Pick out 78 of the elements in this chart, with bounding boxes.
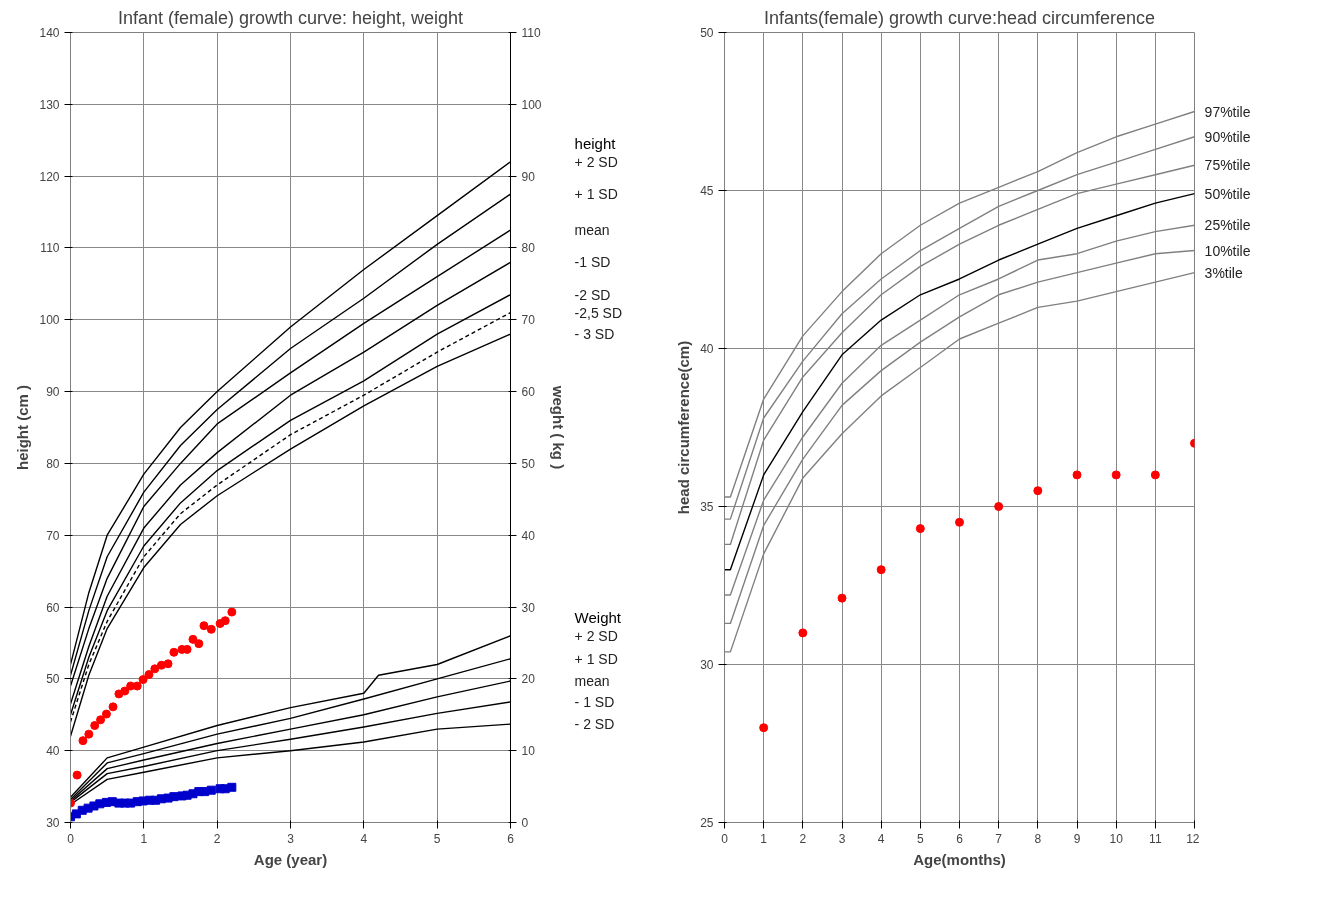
y-tick-label: 40 — [46, 744, 60, 759]
y2-tick-label: 90 — [521, 169, 536, 184]
x-tick-label: 9 — [1073, 831, 1081, 846]
y2-tick-label: 110 — [521, 26, 541, 40]
x-tick-label: 6 — [507, 831, 515, 846]
x-tick-label: 7 — [995, 831, 1003, 846]
x-tick-label: 4 — [360, 831, 368, 846]
x-tick-label: 5 — [433, 831, 441, 846]
y2-tick-label: 0 — [521, 816, 529, 830]
x-tick-label: 6 — [956, 831, 964, 846]
text: + 1 SD — [574, 186, 618, 203]
x-tick-label: 5 — [917, 831, 924, 846]
x-tick-label: 11 — [1149, 831, 1162, 846]
y-tick-label: 140 — [39, 26, 60, 40]
series-label: 50%tile — [1204, 185, 1251, 202]
text: + 1 SD — [574, 650, 618, 667]
y-tick-label: 80 — [46, 456, 60, 471]
text: mean — [574, 673, 610, 690]
x-tick-label: 8 — [1034, 831, 1042, 846]
x-tick-label: 4 — [877, 831, 885, 846]
series-label: 3%tile — [1204, 264, 1243, 281]
y2-tick-label: 80 — [521, 241, 536, 256]
y2-tick-label: 60 — [521, 385, 536, 400]
y2-tick-label: 40 — [521, 528, 536, 543]
text: + 2 SD — [574, 627, 618, 644]
y-tick-label: 50 — [46, 672, 60, 687]
y-tick-label: 30 — [700, 658, 714, 672]
text: -2 SD — [574, 286, 611, 303]
y-axis-title: head circumference(cm) — [675, 340, 693, 515]
text: mean — [574, 222, 610, 238]
x-tick-label: 0 — [67, 831, 75, 846]
y-tick-label: 60 — [46, 600, 60, 615]
y2-tick-label: 50 — [521, 456, 536, 471]
y2-tick-label: 100 — [521, 97, 542, 112]
x-tick-label: 12 — [1186, 831, 1200, 846]
x-tick-label: 3 — [838, 831, 846, 846]
text: - 3 SD — [574, 326, 615, 343]
y-tick-label: 130 — [39, 97, 60, 112]
x-tick-label: 0 — [721, 831, 729, 846]
y-axis-title: height (cm ) — [14, 385, 32, 470]
x-tick-label: 1 — [760, 831, 768, 846]
text: + 2 SD — [574, 153, 618, 170]
text: - 2 SD — [574, 716, 615, 733]
x-tick-label: 3 — [287, 831, 295, 846]
x-tick-label: 10 — [1109, 831, 1124, 846]
y-tick-label: 90 — [46, 385, 60, 400]
y2-tick-label: 30 — [521, 600, 536, 615]
x-tick-label: 1 — [140, 831, 148, 846]
text: -1 SD — [574, 254, 611, 271]
x-tick-label: 2 — [213, 831, 221, 846]
series-label: 10%tile — [1204, 242, 1251, 259]
y-tick-label: 35 — [700, 500, 714, 514]
text: Weight — [574, 609, 622, 627]
y-tick-label: 100 — [39, 313, 60, 328]
x-axis-title: Age(months) — [913, 850, 1006, 868]
text: - 1 SD — [574, 693, 615, 710]
y-tick-label: 70 — [46, 528, 60, 543]
series-label: 25%tile — [1204, 217, 1251, 234]
series-label: 75%tile — [1204, 157, 1251, 174]
y-tick-label: 110 — [40, 241, 60, 256]
y2-tick-label: 70 — [521, 313, 536, 328]
y2-tick-label: 10 — [521, 744, 536, 759]
text: height — [574, 135, 617, 153]
chart-title: Infant (female) growth curve: height, weight — [117, 7, 464, 28]
x-tick-label: 2 — [799, 831, 807, 846]
text: -2,5 SD — [574, 304, 623, 321]
y2-tick-label: 20 — [521, 672, 536, 687]
y-tick-label: 40 — [700, 342, 714, 356]
x-axis-title: Age (year) — [253, 850, 328, 868]
series-label: 97%tile — [1204, 103, 1251, 120]
chart-title: Infants(female) growth curve:head circumference — [763, 7, 1156, 28]
y-tick-label: 30 — [46, 816, 60, 830]
y-tick-label: 25 — [700, 816, 714, 830]
y-tick-label: 50 — [700, 26, 714, 40]
y2-axis-title: weght ( kg ) — [549, 384, 567, 470]
series-label: 90%tile — [1204, 128, 1251, 145]
y-tick-label: 45 — [700, 184, 714, 198]
y-tick-label: 120 — [39, 169, 60, 184]
